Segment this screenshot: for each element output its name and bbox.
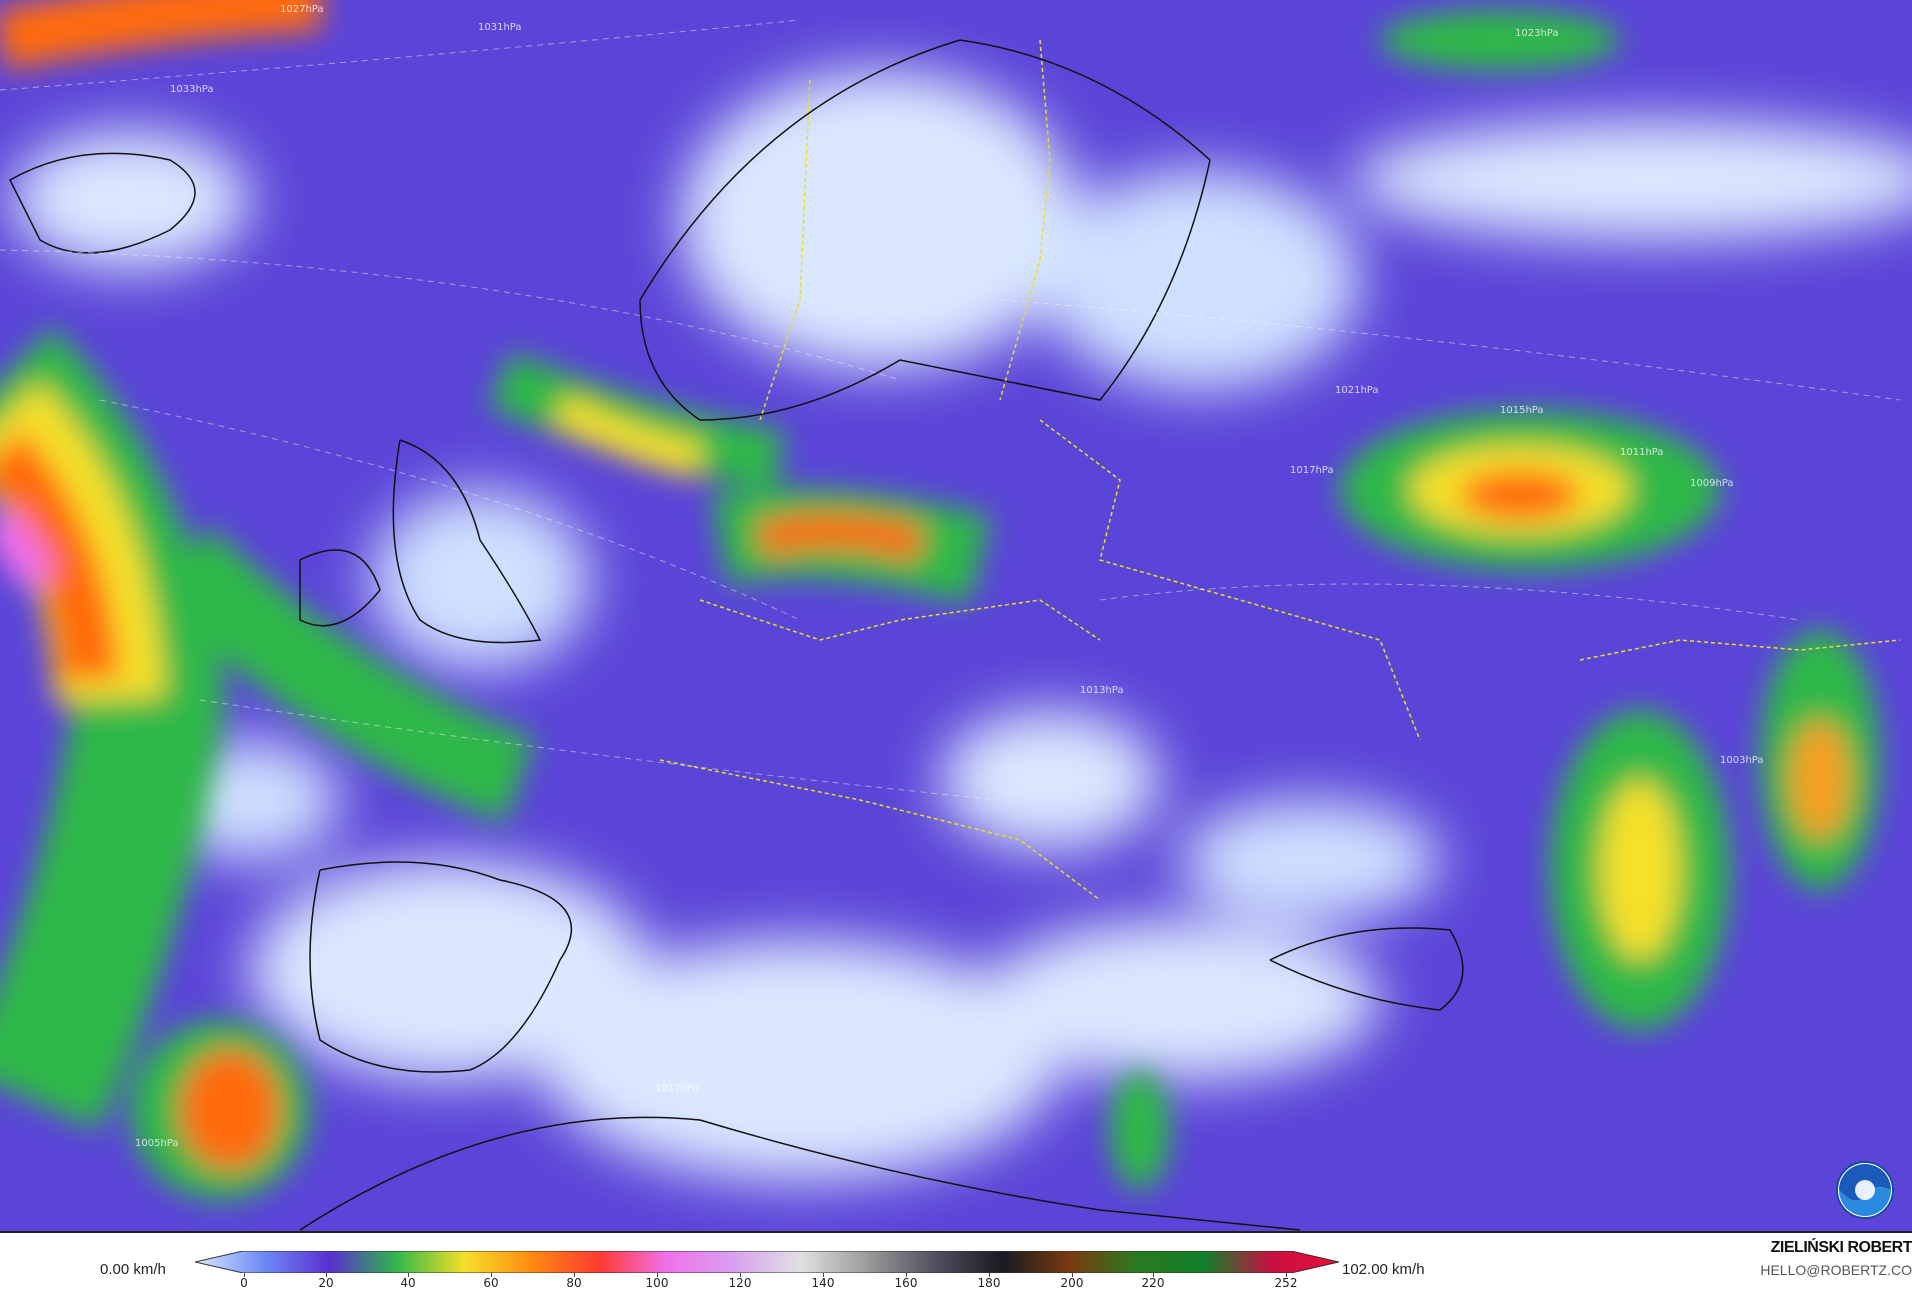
tick-mark (823, 1273, 824, 1277)
pressure-label: 1017hPa (1290, 465, 1334, 476)
tick-mark (326, 1273, 327, 1277)
tick-label: 252 (1274, 1276, 1298, 1290)
legend-max-label: 102.00 km/h (1342, 1261, 1425, 1278)
tick-mark (1286, 1273, 1287, 1277)
tick-mark (740, 1273, 741, 1277)
tick-mark (657, 1273, 658, 1277)
colorbar (195, 1251, 1339, 1273)
tick-mark (1072, 1273, 1073, 1277)
tick-mark (989, 1273, 990, 1277)
author-name: ZIELIŃSKI ROBERT (1770, 1239, 1912, 1256)
pressure-label: 1003hPa (1720, 755, 1764, 766)
tick-mark (906, 1273, 907, 1277)
pressure-label: 1005hPa (135, 1138, 179, 1149)
pressure-label: 1027hPa (280, 4, 324, 15)
pressure-label: 1031hPa (478, 22, 522, 33)
calm-areas (10, 70, 1912, 1180)
tick-label: 180 (977, 1276, 1001, 1290)
tick-label: 40 (400, 1276, 416, 1290)
tick-mark (244, 1273, 245, 1277)
legend: 0.00 km/h 0 20 40 60 80 100 120 140 160 180 200 220… (0, 1231, 1912, 1290)
isobars (0, 19, 1901, 801)
tick-label: 60 (483, 1276, 499, 1290)
tick-label: 140 (811, 1276, 835, 1290)
pressure-label: 1011hPa (1620, 447, 1664, 458)
tick-label: 200 (1060, 1276, 1084, 1290)
tick-label: 0 (240, 1276, 248, 1290)
pressure-label: 1021hPa (1335, 385, 1379, 396)
tick-mark (1153, 1273, 1154, 1277)
tick-mark (491, 1273, 492, 1277)
legend-min-label: 0.00 km/h (100, 1261, 166, 1278)
pressure-label: 1017hPa (655, 1083, 699, 1094)
wind-field (0, 0, 1912, 1231)
author-email[interactable]: HELLO@ROBERTZ.CO (1760, 1262, 1912, 1278)
tick-label: 100 (645, 1276, 669, 1290)
tick-label: 20 (318, 1276, 334, 1290)
pressure-label: 1015hPa (1500, 405, 1544, 416)
tick-label: 120 (728, 1276, 752, 1290)
pressure-label: 1033hPa (170, 84, 214, 95)
tick-label: 160 (894, 1276, 918, 1290)
wind-speed-map: 1033hPa 1031hPa 1027hPa 1023hPa 1021hPa … (0, 0, 1912, 1231)
coastlines (9, 39, 1464, 1231)
pressure-label: 1013hPa (1080, 685, 1124, 696)
pressure-label: 1009hPa (1690, 478, 1734, 489)
borders (659, 39, 1901, 901)
noaa-logo (1835, 1160, 1895, 1220)
pressure-label: 1023hPa (1515, 28, 1559, 39)
jet-streams (0, 0, 1880, 1200)
tick-mark (408, 1273, 409, 1277)
tick-label: 80 (566, 1276, 582, 1290)
tick-label: 220 (1141, 1276, 1165, 1290)
tick-mark (574, 1273, 575, 1277)
